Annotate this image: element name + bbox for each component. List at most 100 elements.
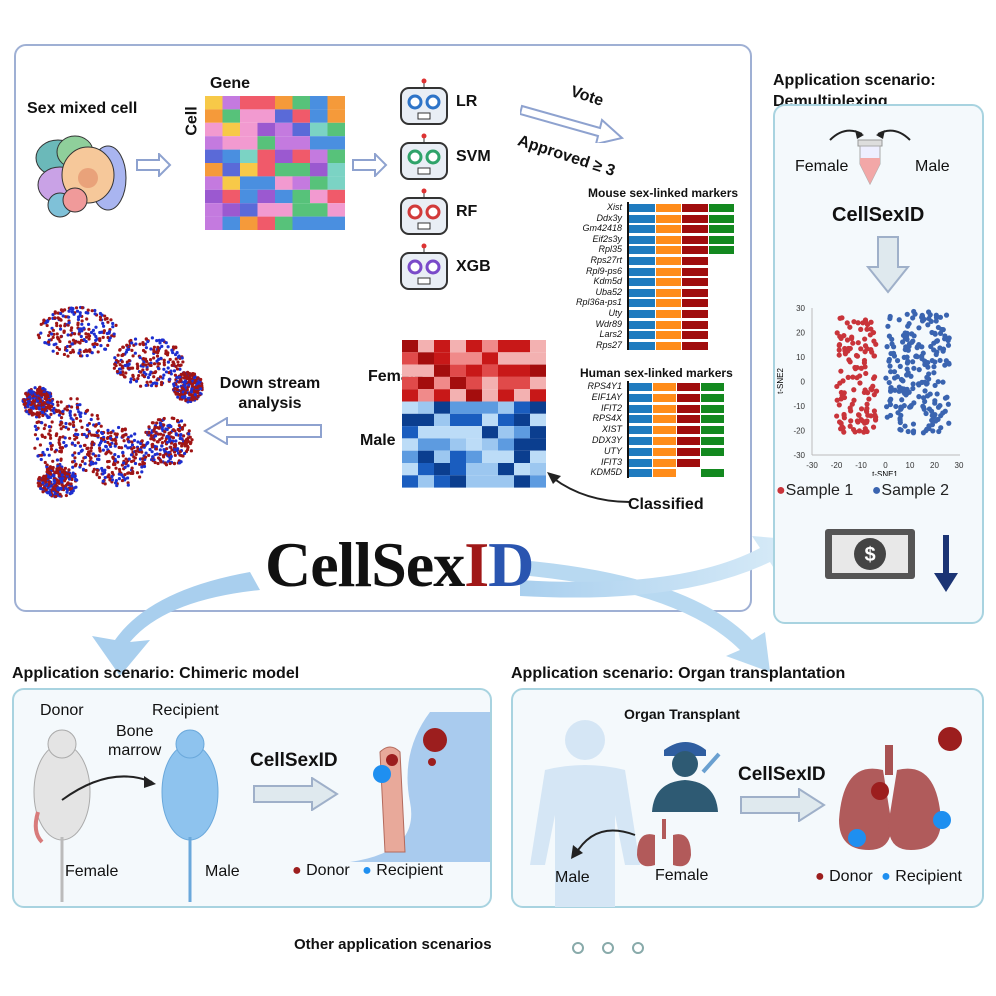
umap-point: [81, 467, 86, 471]
umap-point: [73, 456, 77, 460]
x-tick: 20: [930, 461, 939, 470]
marker-label: Rpl35: [598, 244, 622, 255]
umap-point: [145, 359, 149, 364]
umap-point: [94, 334, 98, 339]
umap-point: [61, 409, 65, 414]
tsne-point-sample-2: [934, 391, 940, 397]
umap-point: [148, 358, 153, 362]
umap-point: [96, 417, 100, 421]
umap-point: [68, 422, 72, 426]
umap-point: [52, 485, 56, 489]
heatmap-cell: [498, 376, 514, 390]
tsne-point-sample-2: [902, 423, 908, 429]
tsne-point-sample-1: [836, 402, 842, 408]
heatmap-cell: [530, 376, 546, 390]
umap-point: [99, 330, 104, 334]
umap-point: [178, 453, 182, 457]
decrease-arrow-icon: [934, 535, 958, 592]
umap-point: [127, 358, 131, 363]
right-arrow-icon: [740, 788, 826, 822]
umap-point: [39, 457, 43, 462]
marker-bar: [629, 415, 652, 424]
heatmap-cell: [466, 413, 482, 427]
umap-point: [82, 326, 86, 330]
matrix-cell: [292, 109, 310, 123]
tsne-point-sample-2: [908, 373, 914, 379]
male-mouse-icon: [161, 729, 219, 902]
umap-point: [43, 396, 47, 401]
umap-point: [161, 453, 166, 458]
umap-point: [35, 437, 40, 441]
umap-point: [162, 363, 166, 367]
umap-point: [175, 418, 180, 423]
umap-point: [114, 441, 118, 446]
umap-point: [67, 468, 71, 472]
marker-bar: [655, 214, 681, 223]
marker-label: Uba52: [595, 286, 622, 297]
tsne-point-sample-1: [838, 335, 844, 341]
umap-point: [144, 363, 148, 367]
matrix-cell: [257, 149, 275, 163]
matrix-cell: [275, 136, 293, 150]
umap-point: [155, 354, 160, 358]
umap-point: [60, 473, 64, 477]
heatmap-cell: [514, 376, 530, 390]
umap-point: [62, 479, 67, 483]
umap-point: [156, 432, 160, 436]
umap-point: [179, 419, 184, 423]
tsne-point-sample-2: [940, 327, 946, 333]
umap-point: [85, 446, 89, 451]
matrix-cell: [292, 176, 310, 190]
marker-label: RPS4Y1: [587, 381, 622, 391]
umap-point: [192, 372, 197, 376]
umap-point: [167, 378, 171, 382]
umap-point: [188, 374, 192, 378]
marker-label: Wdr89: [595, 318, 622, 329]
umap-point: [46, 340, 51, 344]
umap-point: [187, 432, 191, 436]
marker-label: EIF1AY: [591, 391, 622, 402]
heatmap-cell: [530, 364, 546, 377]
umap-point: [53, 311, 57, 315]
umap-point: [86, 322, 91, 326]
umap-point: [178, 375, 182, 379]
tsne-point-sample-2: [912, 311, 918, 317]
tsne-point-sample-1: [868, 413, 874, 419]
umap-point: [92, 345, 96, 349]
umap-point: [111, 325, 115, 329]
umap-point: [82, 432, 86, 437]
tsne-point-sample-2: [931, 370, 937, 376]
umap-point: [163, 429, 167, 434]
umap-point: [124, 457, 128, 461]
umap-point: [73, 443, 77, 448]
umap-point: [82, 349, 86, 354]
legend-donor: Donor: [306, 862, 350, 879]
heatmap-cell: [450, 426, 466, 439]
umap-point: [153, 460, 157, 465]
umap-point: [193, 381, 197, 385]
umap-point: [71, 453, 75, 457]
umap-point: [132, 455, 136, 459]
matrix-cell: [257, 136, 275, 150]
tsne-point-sample-1: [858, 326, 864, 332]
umap-point: [68, 409, 72, 413]
tsne-point-sample-1: [870, 424, 877, 430]
umap-point: [73, 413, 77, 417]
heatmap-cell: [402, 475, 418, 488]
umap-point: [173, 373, 178, 377]
umap-point: [55, 332, 59, 336]
umap-point: [106, 428, 110, 432]
umap-point: [80, 448, 84, 452]
umap-point: [90, 309, 94, 313]
umap-point: [41, 490, 45, 494]
umap-point: [37, 484, 41, 488]
umap-point: [107, 330, 112, 334]
tsne-point-sample-1: [864, 326, 870, 332]
umap-point: [47, 333, 51, 338]
umap-point: [125, 476, 130, 480]
umap-point: [36, 454, 40, 458]
more-dots-icon[interactable]: [570, 940, 650, 956]
umap-point: [93, 308, 97, 313]
tsne-point-sample-2: [937, 345, 943, 351]
umap-point: [192, 396, 197, 400]
